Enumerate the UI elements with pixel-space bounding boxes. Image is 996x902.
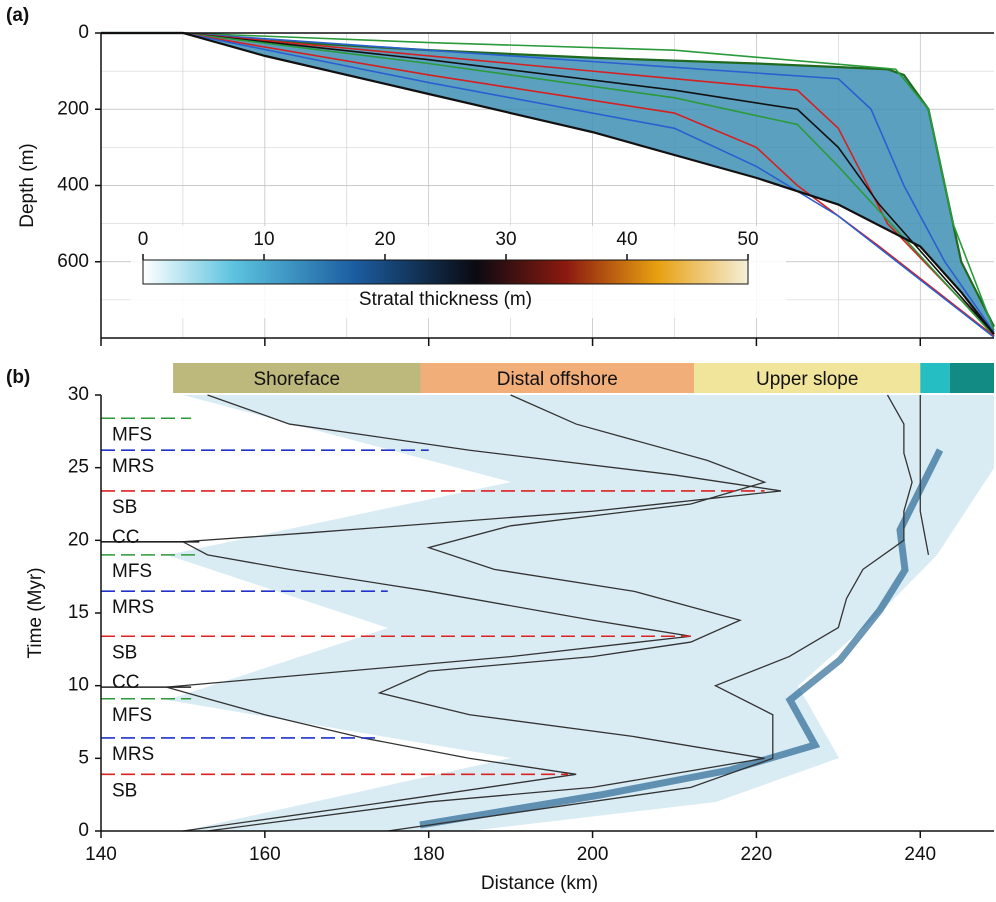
horizon-label: MRS [112, 456, 154, 477]
horizon-label: MFS [112, 424, 152, 445]
y-tick-label: 20 [68, 529, 89, 550]
y-tick-label: 10 [68, 675, 89, 696]
panel-a: 0 200 400 600 Depth (m) (a) 0 10 20 30 40 50 Stratal… [6, 5, 995, 346]
colorbar-tick-label: 30 [495, 229, 516, 250]
y-tick-label: 0 [78, 22, 89, 43]
y-tick-label: 25 [68, 457, 89, 478]
colorbar-tick-label: 10 [253, 229, 274, 250]
horizon-label: SB [112, 497, 137, 518]
colorbar-tick-label: 50 [737, 229, 758, 250]
horizon-label: MFS [112, 705, 152, 726]
facies-zone [920, 363, 950, 393]
horizon-label: CC [112, 527, 139, 548]
facies-zone [694, 363, 921, 393]
facies-zone [420, 363, 695, 393]
strata-surface [182, 32, 995, 335]
strata-surface [182, 32, 995, 337]
panel-b: Shoreface Distal offshore Upper slope MFS MR… [6, 363, 994, 894]
horizon-label: CC [112, 672, 139, 693]
facies-zone [949, 363, 994, 393]
x-tick-label: 240 [904, 844, 936, 865]
colorbar-label: Stratal thickness (m) [359, 289, 532, 310]
strata-surface [182, 32, 995, 337]
facies-zone [173, 363, 421, 393]
horizon-label: SB [112, 780, 137, 801]
x-tick-label: 220 [741, 844, 773, 865]
horizon-label: MRS [112, 744, 154, 765]
facies-label: Shoreface [253, 369, 340, 390]
facies-label: Distal offshore [497, 369, 618, 390]
colorbar [142, 259, 749, 285]
x-tick-label: 140 [85, 844, 117, 865]
trajectory-line [207, 394, 767, 832]
y-tick-label: 15 [68, 602, 89, 623]
trajectory-line [919, 395, 930, 555]
y-tick-label: 600 [57, 251, 89, 272]
y-tick-label: 200 [57, 98, 89, 119]
y-axis-label: Time (Myr) [25, 567, 46, 658]
x-tick-label: 200 [577, 844, 609, 865]
horizon-label: MRS [112, 597, 154, 618]
trajectory-line [387, 394, 913, 832]
facies-label: Upper slope [756, 369, 858, 390]
strata-surface [182, 32, 995, 331]
colorbar-tick-label: 0 [138, 229, 149, 250]
strata-surface [182, 32, 995, 338]
horizon-label: SB [112, 642, 137, 663]
panel-label: (a) [6, 5, 29, 26]
x-tick-label: 180 [413, 844, 445, 865]
strata-fill [101, 33, 994, 335]
y-tick-label: 400 [57, 175, 89, 196]
y-tick-label: 5 [78, 747, 89, 768]
strata-surface [101, 31, 995, 335]
x-tick-label: 160 [249, 844, 281, 865]
y-tick-label: 30 [68, 384, 89, 405]
strata-surface [182, 32, 995, 335]
strata-surface [182, 32, 995, 333]
trajectory-line [166, 394, 782, 832]
colorbar-tick-label: 20 [374, 229, 395, 250]
thickness-ridge [419, 448, 944, 829]
y-tick-label: 0 [78, 820, 89, 841]
colorbar-tick-label: 40 [616, 229, 637, 250]
panel-label: (b) [6, 367, 30, 388]
thickness-shading [167, 395, 994, 831]
x-axis-label: Distance (km) [481, 873, 598, 894]
y-axis-label: Depth (m) [17, 143, 38, 227]
horizon-label: MFS [112, 561, 152, 582]
